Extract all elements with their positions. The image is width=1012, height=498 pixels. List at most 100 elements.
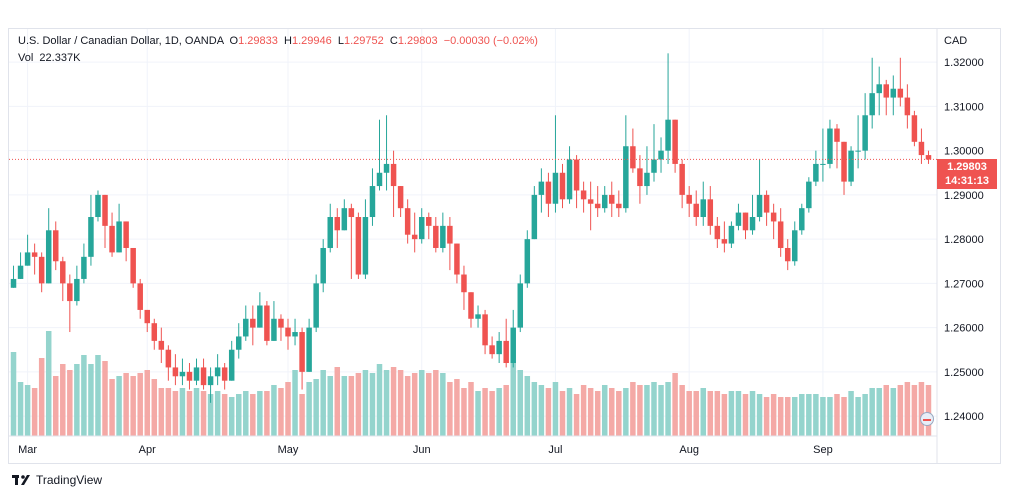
volume-bar [151,379,158,436]
legend-low: 1.29752 [343,35,384,47]
volume-bar [250,394,256,436]
candle-body [707,199,714,226]
candle-body [74,278,80,302]
candle-body [433,225,439,248]
y-tick-label: 1.26000 [944,323,984,335]
volume-bar [109,379,115,436]
candle-body [327,217,333,248]
volume-bar [756,394,763,436]
volume-bar [81,355,87,436]
volume-bar [45,331,52,436]
volume-bar [341,376,348,436]
candle-body [496,340,502,355]
candle-body [552,172,559,204]
last-price: 1.29803 [947,161,987,173]
candle-body [313,283,319,328]
volume-settings-icon[interactable] [920,412,934,426]
volume-bar [784,397,791,436]
volume-bar [172,391,179,436]
candle-body [285,327,291,337]
volume-bar [630,382,636,436]
candle-body [672,119,678,164]
volume-bar [355,373,362,436]
legend-high-label: H [284,35,292,47]
bar-countdown: 14:31:13 [944,175,990,187]
candle-body [271,318,277,341]
candle-body [799,208,805,231]
candle-body [426,217,432,226]
y-tick-label: 1.32000 [944,57,984,69]
candle-body [763,194,770,213]
legend-open-label: O [229,35,239,47]
candle-body [418,217,425,240]
volume-bar [158,388,165,436]
volume-bar [376,364,383,436]
y-tick-label: 1.27000 [944,278,984,290]
volume-bar [221,394,228,436]
candle-body [38,256,45,284]
candle-body [721,239,728,244]
y-tick-label: 1.25000 [944,367,984,379]
volume-bar [440,373,446,436]
candle-body [834,128,840,142]
volume-bar [728,391,735,436]
volume-bar [792,397,798,436]
currency-label: CAD [944,35,968,47]
volume-bar [587,388,594,436]
volume-bar [285,382,291,436]
volume-bar [721,394,728,436]
legend-open: 1.29833 [238,35,278,47]
chart-legend: U.S. Dollar / Canadian Dollar, 1D, OANDA… [18,35,538,47]
legend-change: −0.00030 (−0.02%) [443,35,538,47]
volume-bar [848,391,854,436]
candle-body [601,194,608,209]
candle-body [784,247,791,262]
tradingview-brand[interactable]: TradingView [12,473,102,487]
candle-body [292,332,298,337]
candle-body [81,256,87,279]
volume-bar [601,385,608,436]
volume-bar [841,397,847,436]
candle-body [376,172,383,187]
volume-bar [777,397,784,436]
x-tick-label: Sep [813,444,833,456]
candle-body [777,221,784,248]
volume-bar [693,391,699,436]
volume-bar [454,379,460,436]
volume-bar [271,385,277,436]
volume-bar [644,385,650,436]
volume-bar [925,385,932,436]
volume-bar [637,385,643,436]
volume-bar [38,358,45,436]
candle-body [207,376,214,386]
candle-body [165,349,172,368]
candle-body [250,318,256,328]
candle-body [594,203,601,209]
y-tick-label: 1.31000 [944,101,984,113]
volume-bar [228,397,235,436]
candle-body [404,208,411,235]
candle-body [651,159,657,173]
candle-body [855,150,861,152]
volume-bar [651,382,657,436]
volume-bar [813,394,819,436]
volume-bar [799,394,805,436]
volume-bar [749,391,756,436]
volume-bar [658,385,664,436]
volume-value: 22.337K [39,52,81,64]
candle-body [756,194,763,218]
volume-bar [88,364,94,436]
last-price-badge: 1.29803 14:31:13 [937,159,997,189]
volume-bar [383,370,390,436]
volume-bar [334,367,341,436]
candle-body [545,181,552,204]
candle-body [883,84,889,98]
volume-bar [538,385,545,436]
candle-body [580,190,587,200]
volume-bar [531,382,538,436]
candle-body [693,203,699,218]
candle-body [440,225,446,248]
candle-body [200,367,207,386]
candle-body [172,367,179,377]
